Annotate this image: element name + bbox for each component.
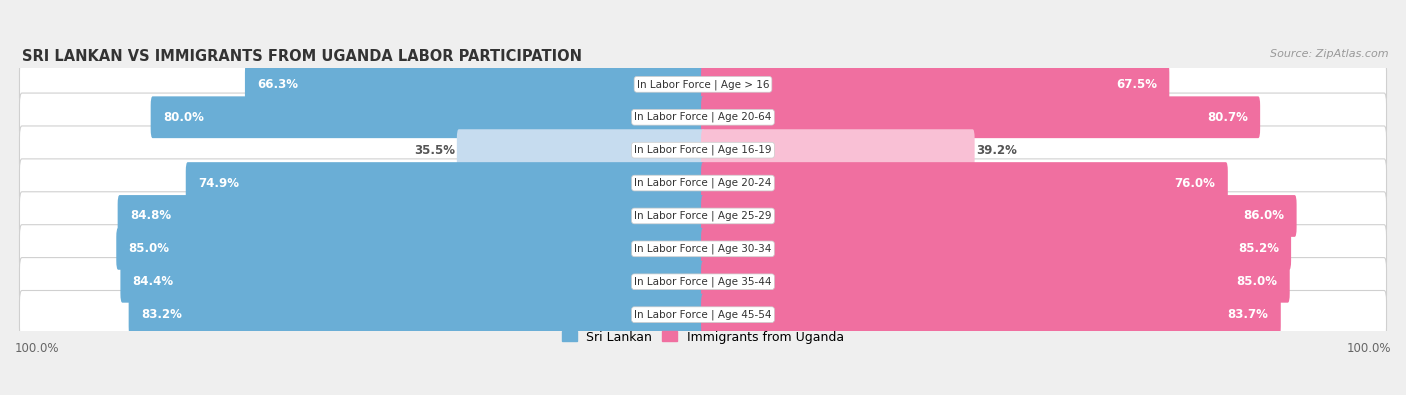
Text: 80.0%: 80.0% bbox=[163, 111, 204, 124]
Text: 83.7%: 83.7% bbox=[1227, 308, 1268, 321]
FancyBboxPatch shape bbox=[129, 294, 704, 336]
FancyBboxPatch shape bbox=[20, 60, 1386, 109]
Text: 35.5%: 35.5% bbox=[415, 144, 456, 157]
FancyBboxPatch shape bbox=[702, 162, 1227, 204]
FancyBboxPatch shape bbox=[20, 258, 1386, 306]
FancyBboxPatch shape bbox=[20, 126, 1386, 174]
FancyBboxPatch shape bbox=[20, 225, 1386, 273]
FancyBboxPatch shape bbox=[150, 96, 704, 138]
Text: Source: ZipAtlas.com: Source: ZipAtlas.com bbox=[1270, 49, 1388, 60]
Text: 39.2%: 39.2% bbox=[976, 144, 1017, 157]
FancyBboxPatch shape bbox=[702, 96, 1260, 138]
Text: 74.9%: 74.9% bbox=[198, 177, 239, 190]
FancyBboxPatch shape bbox=[702, 129, 974, 171]
Text: 76.0%: 76.0% bbox=[1174, 177, 1216, 190]
Text: 84.8%: 84.8% bbox=[129, 209, 172, 222]
Text: 85.0%: 85.0% bbox=[128, 243, 170, 256]
Text: 83.2%: 83.2% bbox=[141, 308, 181, 321]
FancyBboxPatch shape bbox=[245, 64, 704, 105]
Text: SRI LANKAN VS IMMIGRANTS FROM UGANDA LABOR PARTICIPATION: SRI LANKAN VS IMMIGRANTS FROM UGANDA LAB… bbox=[22, 49, 582, 64]
FancyBboxPatch shape bbox=[702, 195, 1296, 237]
FancyBboxPatch shape bbox=[20, 290, 1386, 339]
FancyBboxPatch shape bbox=[20, 93, 1386, 141]
Text: 100.0%: 100.0% bbox=[1347, 342, 1391, 355]
FancyBboxPatch shape bbox=[20, 192, 1386, 240]
Legend: Sri Lankan, Immigrants from Uganda: Sri Lankan, Immigrants from Uganda bbox=[557, 325, 849, 348]
Text: 86.0%: 86.0% bbox=[1243, 209, 1284, 222]
Text: 100.0%: 100.0% bbox=[15, 342, 59, 355]
Text: 80.7%: 80.7% bbox=[1206, 111, 1249, 124]
FancyBboxPatch shape bbox=[702, 64, 1170, 105]
FancyBboxPatch shape bbox=[702, 228, 1291, 270]
Text: 85.0%: 85.0% bbox=[1236, 275, 1278, 288]
FancyBboxPatch shape bbox=[457, 129, 704, 171]
Text: In Labor Force | Age 20-24: In Labor Force | Age 20-24 bbox=[634, 178, 772, 188]
Text: In Labor Force | Age 45-54: In Labor Force | Age 45-54 bbox=[634, 309, 772, 320]
Text: In Labor Force | Age 20-64: In Labor Force | Age 20-64 bbox=[634, 112, 772, 122]
Text: 66.3%: 66.3% bbox=[257, 78, 298, 91]
FancyBboxPatch shape bbox=[20, 159, 1386, 207]
FancyBboxPatch shape bbox=[702, 261, 1289, 303]
FancyBboxPatch shape bbox=[702, 294, 1281, 336]
Text: 85.2%: 85.2% bbox=[1237, 243, 1279, 256]
FancyBboxPatch shape bbox=[117, 228, 704, 270]
Text: In Labor Force | Age 35-44: In Labor Force | Age 35-44 bbox=[634, 276, 772, 287]
Text: 67.5%: 67.5% bbox=[1116, 78, 1157, 91]
FancyBboxPatch shape bbox=[186, 162, 704, 204]
Text: In Labor Force | Age 30-34: In Labor Force | Age 30-34 bbox=[634, 244, 772, 254]
FancyBboxPatch shape bbox=[118, 195, 704, 237]
Text: In Labor Force | Age 16-19: In Labor Force | Age 16-19 bbox=[634, 145, 772, 155]
Text: In Labor Force | Age > 16: In Labor Force | Age > 16 bbox=[637, 79, 769, 90]
Text: 84.4%: 84.4% bbox=[132, 275, 174, 288]
Text: In Labor Force | Age 25-29: In Labor Force | Age 25-29 bbox=[634, 211, 772, 221]
FancyBboxPatch shape bbox=[121, 261, 704, 303]
